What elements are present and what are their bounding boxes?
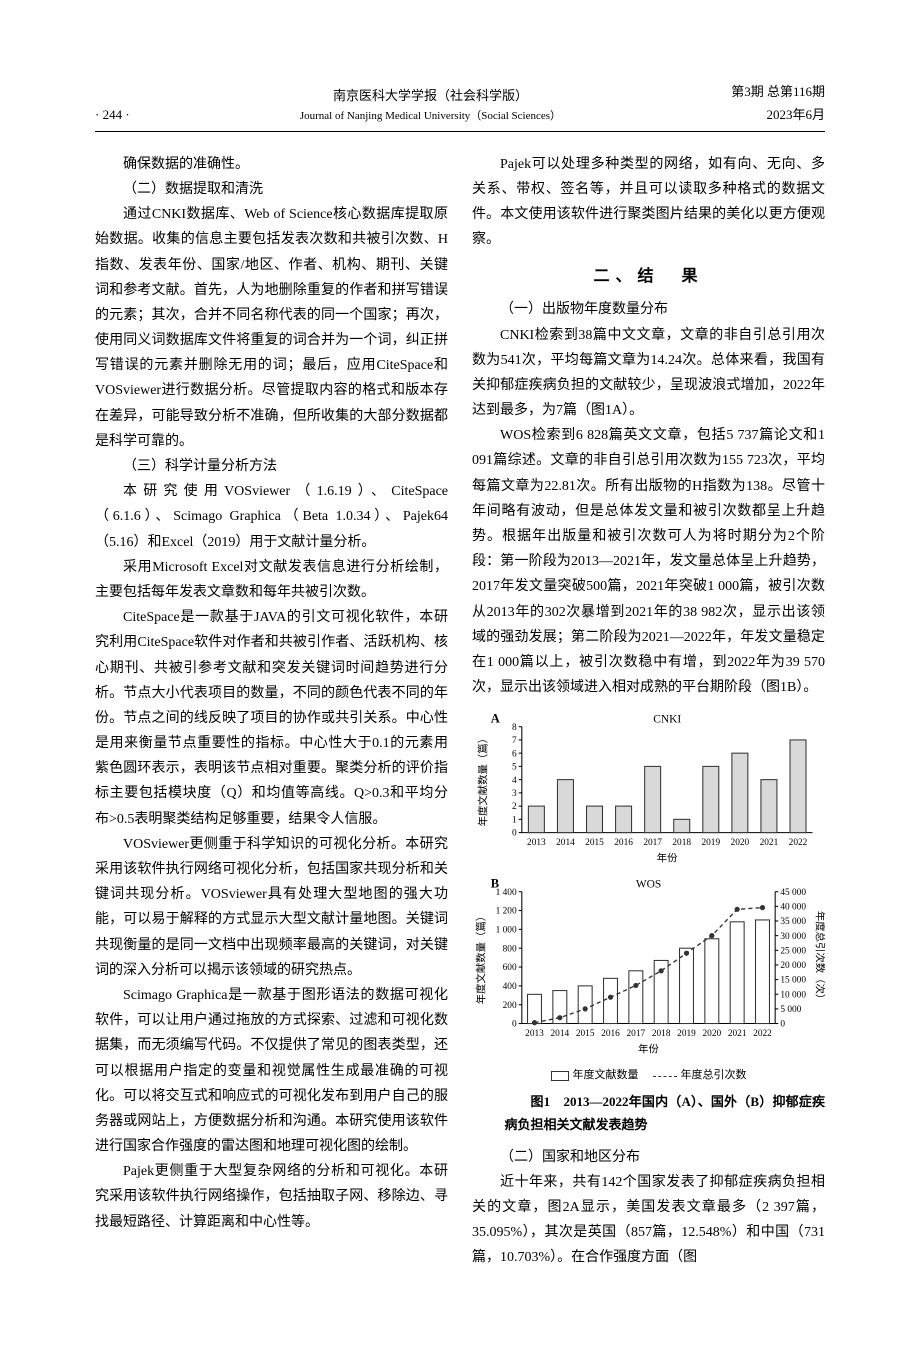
section-heading: 二、结 果: [472, 263, 825, 292]
svg-text:5: 5: [512, 763, 517, 773]
journal-title: 南京医科大学学报（社会科学版） Journal of Nanjing Medic…: [300, 84, 561, 127]
svg-text:15 000: 15 000: [780, 976, 806, 986]
svg-text:1: 1: [512, 816, 517, 826]
svg-text:8: 8: [512, 723, 517, 733]
legend-bar-swatch: [551, 1071, 569, 1081]
svg-text:200: 200: [503, 1001, 517, 1011]
svg-text:45 000: 45 000: [780, 888, 806, 898]
svg-text:4: 4: [512, 776, 517, 786]
svg-text:2013: 2013: [525, 1029, 544, 1039]
page-header: · 244 · 南京医科大学学报（社会科学版） Journal of Nanji…: [95, 80, 825, 132]
journal-title-en: Journal of Nanjing Medical University（So…: [300, 107, 561, 127]
svg-text:年度文献数量（篇）: 年度文献数量（篇）: [477, 733, 490, 826]
svg-text:2020: 2020: [731, 838, 750, 848]
paragraph: Scimago Graphica是一款基于图形语法的数据可视化软件，可以让用户通…: [95, 983, 448, 1159]
chart-a-cnki: A CNKI 0 1 2 3 4 5 6 7 8 年度文献数量（篇） 2013 2014 2015 2016 2…: [472, 708, 825, 864]
svg-text:年度文献数量（篇）: 年度文献数量（篇）: [474, 911, 487, 1004]
svg-text:年度总引次数（次）: 年度总引次数（次）: [814, 911, 825, 1004]
subsection-heading: （二）数据提取和清洗: [95, 177, 448, 202]
svg-text:30 000: 30 000: [780, 932, 806, 942]
subsection-heading: （一）出版物年度数量分布: [472, 297, 825, 322]
subsection-heading: （二）国家和地区分布: [472, 1145, 825, 1170]
svg-text:5 000: 5 000: [780, 1005, 801, 1015]
svg-text:2017: 2017: [627, 1029, 646, 1039]
issue-date: 2023年6月: [731, 103, 825, 126]
svg-text:6: 6: [512, 750, 517, 760]
svg-text:2021: 2021: [760, 838, 779, 848]
journal-title-cn: 南京医科大学学报（社会科学版）: [300, 84, 561, 107]
issue-info: 第3期 总第116期 2023年6月: [731, 80, 825, 127]
svg-text:WOS: WOS: [636, 879, 661, 891]
svg-text:2015: 2015: [585, 838, 604, 848]
paragraph: 近十年来，共有142个国家发表了抑郁症疾病负担相关的文章，图2A显示，美国发表文…: [472, 1170, 825, 1271]
chart-b-wos: BWOS02004006008001 0001 2001 40005 00010…: [472, 873, 825, 1055]
issue-number: 第3期 总第116期: [731, 80, 825, 103]
svg-text:1 400: 1 400: [496, 888, 517, 898]
figure-1-caption: 图1 2013—2022年国内（A）、国外（B）抑郁症疾病负担相关文献发表趋势: [472, 1090, 825, 1137]
paragraph: VOSviewer更侧重于科学知识的可视化分析。本研究采用该软件执行网络可视化分…: [95, 832, 448, 983]
svg-text:CNKI: CNKI: [653, 714, 681, 726]
svg-text:年份: 年份: [657, 852, 678, 864]
svg-text:2013: 2013: [527, 838, 546, 848]
legend-line: 年度总引次数: [653, 1066, 747, 1086]
paragraph: CiteSpace是一款基于JAVA的引文可视化软件，本研究利用CiteSpac…: [95, 605, 448, 832]
page-number: · 244 ·: [95, 103, 130, 126]
svg-text:2014: 2014: [556, 838, 575, 848]
svg-text:20 000: 20 000: [780, 961, 806, 971]
paragraph: 本研究使用VOSviewer（1.6.19）、CiteSpace（6.1.6）、…: [95, 479, 448, 555]
svg-text:25 000: 25 000: [780, 947, 806, 957]
legend-line-label: 年度总引次数: [681, 1066, 747, 1086]
paragraph: 确保数据的准确性。: [95, 152, 448, 177]
svg-text:A: A: [491, 712, 500, 726]
svg-text:800: 800: [503, 945, 517, 955]
paragraph: 通过CNKI数据库、Web of Science核心数据库提取原始数据。收集的信…: [95, 202, 448, 454]
svg-text:2020: 2020: [703, 1029, 722, 1039]
svg-text:2016: 2016: [614, 838, 633, 848]
svg-text:2022: 2022: [753, 1029, 772, 1039]
svg-text:400: 400: [503, 982, 517, 992]
svg-text:40 000: 40 000: [780, 903, 806, 913]
article-body: 确保数据的准确性。 （二）数据提取和清洗 通过CNKI数据库、Web of Sc…: [95, 152, 825, 1271]
svg-text:2022: 2022: [789, 838, 808, 848]
figure-1: A CNKI 0 1 2 3 4 5 6 7 8 年度文献数量（篇） 2013 2014 2015 2016 2…: [472, 708, 825, 1136]
legend-bar: 年度文献数量: [551, 1066, 639, 1086]
legend-line-swatch: [653, 1076, 677, 1077]
paragraph: Pajek更侧重于大型复杂网络的分析和可视化。本研究采用该软件执行网络操作，包括…: [95, 1159, 448, 1235]
svg-text:10 000: 10 000: [780, 991, 806, 1001]
svg-text:3: 3: [512, 789, 517, 799]
svg-text:年份: 年份: [638, 1043, 659, 1055]
paragraph: 采用Microsoft Excel对文献发表信息进行分析绘制，主要包括每年发表文…: [95, 555, 448, 605]
paragraph: WOS检索到6 828篇英文文章，包括5 737篇论文和1 091篇综述。文章的…: [472, 423, 825, 700]
paragraph: CNKI检索到38篇中文文章，文章的非自引总引用次数为541次，平均每篇文章为1…: [472, 323, 825, 424]
legend-bar-label: 年度文献数量: [573, 1066, 639, 1086]
svg-text:2014: 2014: [551, 1029, 570, 1039]
svg-text:7: 7: [512, 736, 517, 746]
svg-text:600: 600: [503, 963, 517, 973]
svg-text:0: 0: [512, 1020, 517, 1030]
svg-text:2015: 2015: [576, 1029, 595, 1039]
paragraph: Pajek可以处理多种类型的网络，如有向、无向、多关系、带权、签名等，并且可以读…: [472, 152, 825, 253]
svg-text:2021: 2021: [728, 1029, 747, 1039]
svg-text:2018: 2018: [672, 838, 691, 848]
svg-text:2017: 2017: [643, 838, 662, 848]
subsection-heading: （三）科学计量分析方法: [95, 454, 448, 479]
svg-text:2: 2: [512, 803, 517, 813]
svg-text:0: 0: [780, 1020, 785, 1030]
svg-text:2019: 2019: [701, 838, 720, 848]
chart-b-legend: 年度文献数量 年度总引次数: [472, 1066, 825, 1086]
svg-text:1 200: 1 200: [496, 907, 517, 917]
svg-text:2018: 2018: [652, 1029, 671, 1039]
svg-text:2016: 2016: [601, 1029, 620, 1039]
svg-text:0: 0: [512, 829, 517, 839]
svg-text:1 000: 1 000: [496, 926, 517, 936]
svg-text:35 000: 35 000: [780, 917, 806, 927]
svg-text:2019: 2019: [677, 1029, 696, 1039]
